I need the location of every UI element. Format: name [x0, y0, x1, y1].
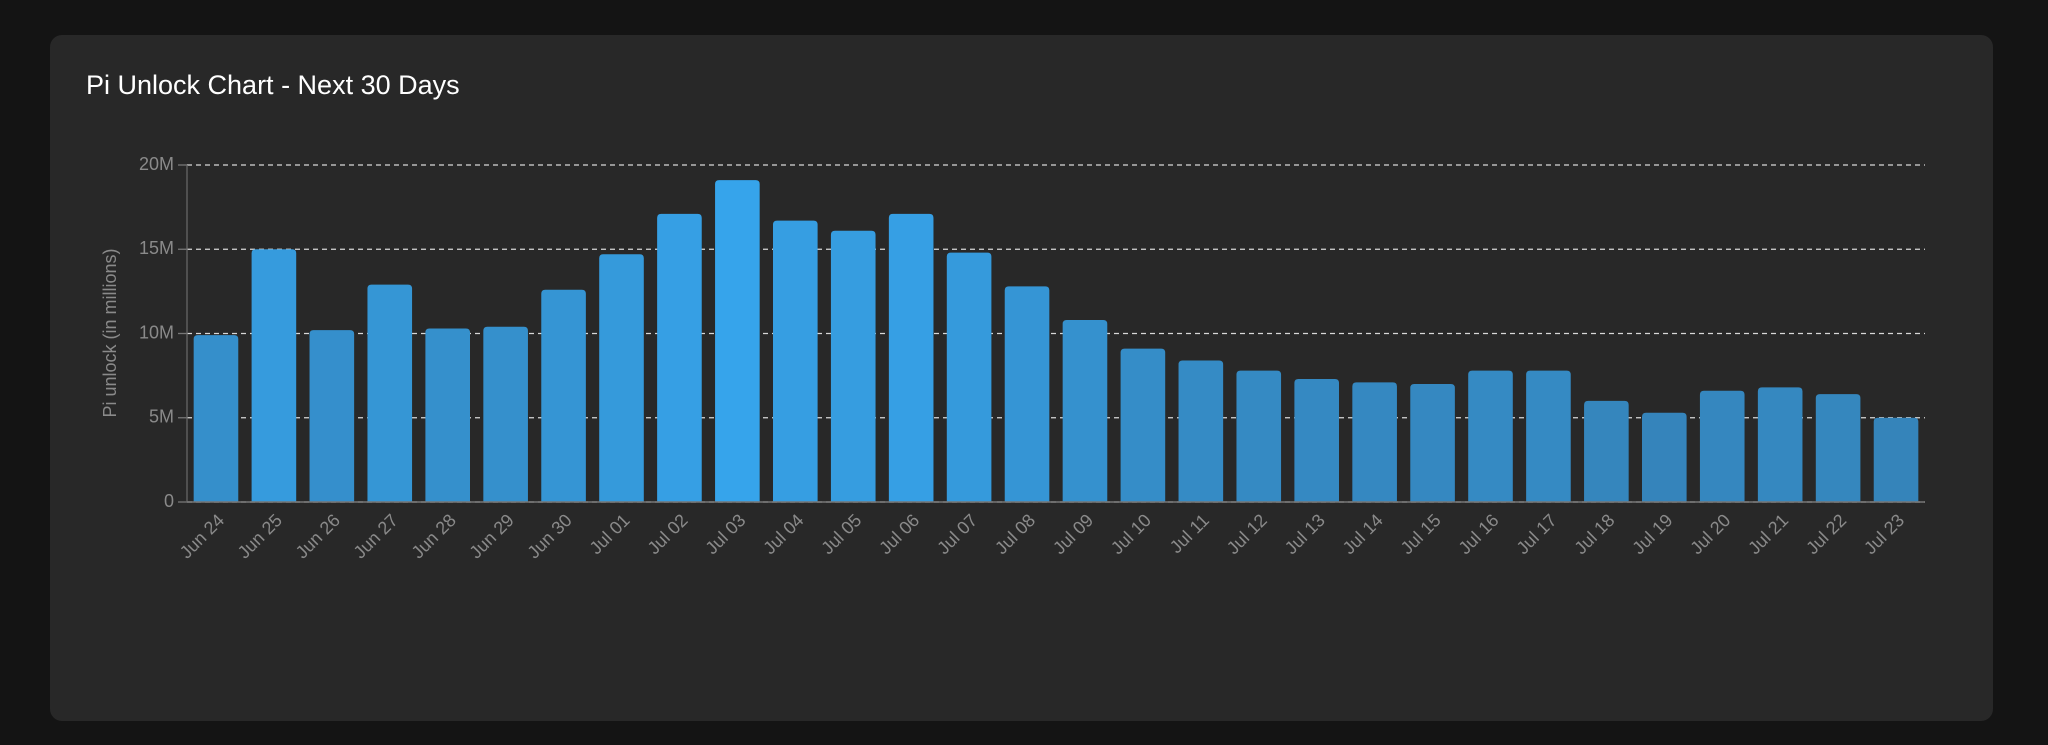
bar — [772, 220, 818, 503]
x-tick-label: Jul 18 — [1570, 510, 1618, 558]
x-tick-label: Jun 24 — [176, 510, 228, 562]
bar — [1004, 286, 1050, 502]
x-tick-label: Jun 29 — [465, 510, 517, 562]
bar — [1815, 394, 1861, 502]
y-tick-label: 0 — [164, 491, 174, 511]
x-tick-label: Jun 27 — [350, 510, 402, 562]
bar — [1352, 382, 1397, 502]
x-tick-label: Jul 07 — [933, 510, 981, 558]
x-tick-label: Jul 15 — [1397, 510, 1445, 558]
bar — [1757, 387, 1803, 502]
x-tick-label: Jul 03 — [701, 510, 749, 558]
x-tick-label: Jul 10 — [1107, 510, 1155, 558]
x-tick-label: Jun 30 — [523, 510, 575, 562]
x-tick-label: Jun 25 — [234, 510, 286, 562]
y-tick-label: 20M — [139, 154, 174, 174]
y-tick-label: 15M — [139, 238, 174, 258]
x-tick-label: Jul 20 — [1686, 510, 1734, 558]
y-tick-label: 5M — [149, 407, 174, 427]
bar — [367, 284, 413, 502]
bar — [888, 213, 934, 503]
bar — [1062, 320, 1108, 502]
x-tick-label: Jul 23 — [1860, 510, 1908, 558]
x-tick-label: Jul 12 — [1223, 510, 1271, 558]
x-tick-label: Jul 19 — [1628, 510, 1676, 558]
x-tick-label: Jun 26 — [292, 510, 344, 562]
bar — [1410, 384, 1455, 502]
bar — [483, 326, 528, 502]
bar — [946, 252, 992, 502]
bar — [425, 328, 471, 502]
bar — [309, 330, 355, 502]
x-tick-label: Jun 28 — [408, 510, 460, 562]
x-tick-label: Jul 06 — [875, 510, 923, 558]
bar — [541, 289, 586, 502]
x-tick-label: Jul 01 — [586, 510, 634, 558]
bar — [1584, 400, 1629, 502]
bar — [1468, 370, 1513, 502]
bar — [1699, 390, 1745, 502]
bar — [1294, 378, 1340, 502]
bar — [715, 180, 760, 503]
bar — [1120, 348, 1166, 502]
bar — [1178, 360, 1224, 502]
x-tick-label: Jul 22 — [1802, 510, 1850, 558]
x-tick-label: Jul 13 — [1281, 510, 1329, 558]
bar — [1526, 370, 1571, 502]
bar — [657, 213, 702, 503]
bar — [599, 254, 644, 502]
x-tick-label: Jul 08 — [991, 510, 1039, 558]
y-tick-label: 10M — [139, 322, 174, 342]
y-axis-label: Pi unlock (in millions) — [100, 248, 120, 417]
x-tick-label: Jul 21 — [1744, 510, 1792, 558]
x-tick-label: Jul 04 — [759, 510, 807, 558]
x-tick-label: Jul 02 — [644, 510, 692, 558]
x-tick-label: Jul 14 — [1339, 510, 1387, 558]
x-tick-label: Jul 11 — [1166, 510, 1213, 557]
bar — [1641, 412, 1687, 502]
chart-title: Pi Unlock Chart - Next 30 Days — [86, 70, 460, 100]
bar — [1236, 370, 1282, 502]
x-tick-label: Jul 17 — [1513, 510, 1561, 558]
x-tick-label: Jul 05 — [817, 510, 865, 558]
bar — [251, 249, 297, 502]
bar — [193, 335, 239, 502]
bar — [1873, 417, 1919, 502]
x-tick-label: Jul 09 — [1049, 510, 1097, 558]
bar — [830, 230, 876, 502]
x-tick-label: Jul 16 — [1455, 510, 1503, 558]
